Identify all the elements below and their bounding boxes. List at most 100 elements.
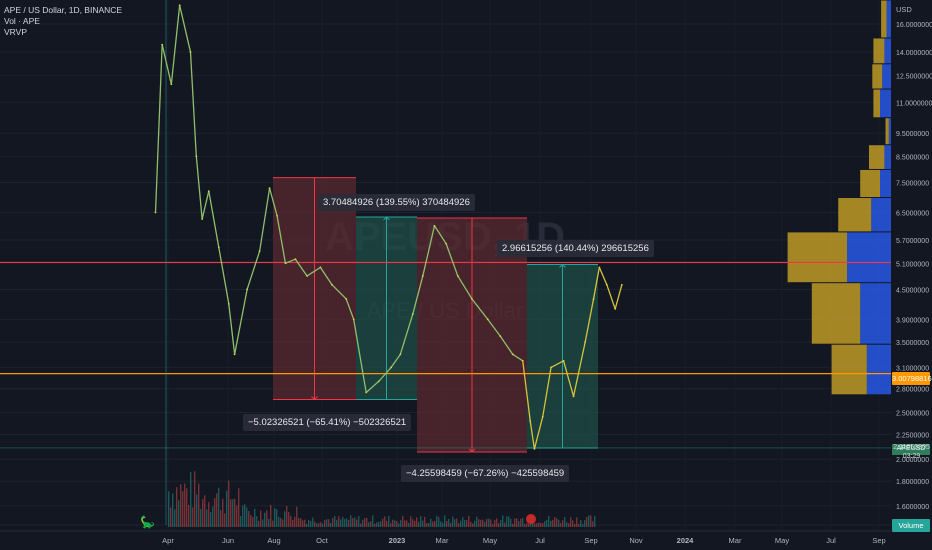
volume-bar xyxy=(442,522,444,527)
volume-bar xyxy=(362,519,364,527)
volume-bar xyxy=(594,515,596,527)
price-segment xyxy=(598,267,608,286)
price-segment xyxy=(154,44,163,213)
volume-indicator-label[interactable]: Vol · APE xyxy=(4,16,40,26)
volume-bar xyxy=(394,520,396,527)
volume-bar xyxy=(484,521,486,527)
price-segment xyxy=(445,243,459,277)
y-tick-label: 14.0000000 xyxy=(896,50,932,57)
vp-up-bar xyxy=(831,344,867,395)
x-tick-label: Mar xyxy=(436,536,449,545)
x-tick-label: Aug xyxy=(267,536,280,545)
volume-bar xyxy=(336,519,338,527)
price-segment xyxy=(319,267,333,286)
volume-bar xyxy=(198,483,200,527)
price-segment xyxy=(457,275,473,300)
price-point xyxy=(195,155,198,158)
measure-arrowhead xyxy=(559,263,566,268)
volume-bar xyxy=(376,522,378,527)
volume-bar xyxy=(552,519,554,527)
volume-bar xyxy=(512,523,514,527)
price-point xyxy=(246,288,249,291)
volume-bar xyxy=(270,504,272,527)
volume-profile xyxy=(787,0,891,395)
volume-bar xyxy=(178,500,180,527)
volume-bar xyxy=(500,520,502,527)
volume-bar xyxy=(572,520,574,527)
volume-bar xyxy=(170,507,172,527)
volume-bar xyxy=(460,520,462,527)
volume-bar xyxy=(520,518,522,527)
vp-down-bar xyxy=(888,118,891,145)
volume-bar xyxy=(290,515,292,527)
volume-bar xyxy=(316,523,318,527)
last-price-tag: APEUSD xyxy=(892,444,930,455)
volume-bar xyxy=(354,517,356,527)
vp-down-bar xyxy=(884,38,891,64)
volume-bar xyxy=(308,519,310,527)
price-segment xyxy=(294,258,308,277)
symbol-title[interactable]: APE / US Dollar, 1D, BINANCE xyxy=(4,5,123,15)
volume-bar xyxy=(280,517,282,527)
y-tick-label: 5.7000000 xyxy=(896,238,929,245)
volume-bar xyxy=(444,515,446,527)
volume-bar xyxy=(184,483,186,527)
vp-down-bar xyxy=(880,169,891,198)
price-point xyxy=(227,302,230,305)
volume-bar xyxy=(244,504,246,527)
price-segment xyxy=(614,284,623,310)
volume-bar xyxy=(300,518,302,527)
price-point xyxy=(572,395,575,398)
vp-up-bar xyxy=(873,89,880,118)
volume-bar xyxy=(328,519,330,527)
y-tick-label: 2.8000000 xyxy=(896,387,929,394)
volume-bar xyxy=(364,518,366,527)
volume-bar xyxy=(494,519,496,527)
volume-bar xyxy=(284,511,286,527)
price-point xyxy=(433,224,436,227)
y-tick-label: 1.8000000 xyxy=(896,479,929,486)
volume-bar xyxy=(260,510,262,527)
x-tick-label: May xyxy=(775,536,789,545)
volume-bar xyxy=(548,515,550,527)
price-segment xyxy=(572,341,586,397)
volume-bar xyxy=(452,516,454,527)
volume-bar xyxy=(318,523,320,527)
measure-arrowhead xyxy=(383,216,390,221)
volume-bar xyxy=(508,516,510,527)
price-point xyxy=(411,313,414,315)
vp-down-bar xyxy=(886,0,891,38)
price-point xyxy=(154,211,157,214)
price-segment xyxy=(331,284,347,300)
volume-bar xyxy=(220,510,222,527)
y-tick-label: 9.5000000 xyxy=(896,131,929,138)
volume-bar xyxy=(378,521,380,527)
price-point xyxy=(592,298,595,300)
price-point xyxy=(598,266,601,269)
volume-bar xyxy=(276,509,278,527)
volume-bar xyxy=(348,520,350,527)
volume-bar xyxy=(576,517,578,527)
price-segment xyxy=(365,380,380,393)
volume-bar xyxy=(392,519,394,527)
vrvp-indicator-label[interactable]: VRVP xyxy=(4,27,27,37)
price-segment xyxy=(562,360,575,397)
price-segment xyxy=(268,188,278,216)
volume-bar xyxy=(366,517,368,527)
volume-bar xyxy=(462,517,464,527)
y-tick-label: 12.5000000 xyxy=(896,74,932,81)
price-point xyxy=(284,262,287,265)
y-tick-label: 3.5000000 xyxy=(896,340,929,347)
price-point xyxy=(258,250,261,253)
y-tick-label: 7.5000000 xyxy=(896,181,929,188)
volume-bar xyxy=(338,516,340,527)
price-point xyxy=(276,214,278,217)
volume-bar xyxy=(554,516,556,527)
volume-bar xyxy=(208,502,210,527)
volume-bar xyxy=(396,521,398,527)
volume-bar xyxy=(200,508,202,527)
price-point xyxy=(399,353,402,356)
vp-up-bar xyxy=(869,145,885,169)
volume-bar xyxy=(544,521,546,527)
